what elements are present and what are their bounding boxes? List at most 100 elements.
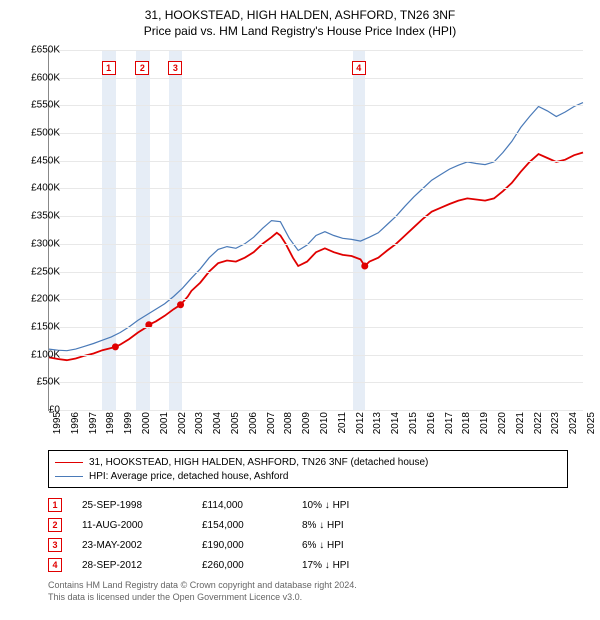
- y-tick-label: £450K: [16, 155, 60, 166]
- gridline-h: [49, 272, 583, 273]
- y-tick-label: £500K: [16, 128, 60, 139]
- x-tick-label: 2019: [479, 412, 490, 442]
- x-tick-label: 1995: [52, 412, 63, 442]
- y-tick-label: £400K: [16, 183, 60, 194]
- x-tick-label: 2013: [372, 412, 383, 442]
- x-tick-label: 2003: [194, 412, 205, 442]
- series-point: [361, 263, 368, 270]
- transaction-row: 3 23-MAY-2002£190,0006% ↓ HPI: [48, 535, 402, 555]
- chart-marker: 3: [168, 61, 182, 75]
- gridline-h: [49, 382, 583, 383]
- footer-line-2: This data is licensed under the Open Gov…: [48, 592, 357, 604]
- transaction-num: 4: [48, 558, 62, 572]
- gridline-h: [49, 327, 583, 328]
- x-tick-label: 2022: [533, 412, 544, 442]
- series-point: [177, 301, 184, 308]
- transaction-num: 1: [48, 498, 62, 512]
- transaction-price: £154,000: [202, 520, 302, 531]
- footer-line-1: Contains HM Land Registry data © Crown c…: [48, 580, 357, 592]
- gridline-h: [49, 50, 583, 51]
- transaction-pct: 8% ↓ HPI: [302, 520, 402, 531]
- legend-row-property: 31, HOOKSTEAD, HIGH HALDEN, ASHFORD, TN2…: [55, 455, 561, 469]
- series-line-property: [49, 153, 583, 361]
- gridline-h: [49, 78, 583, 79]
- x-tick-label: 2025: [586, 412, 597, 442]
- transaction-num: 3: [48, 538, 62, 552]
- gridline-h: [49, 355, 583, 356]
- y-tick-label: £50K: [16, 377, 60, 388]
- y-tick-label: £100K: [16, 349, 60, 360]
- transactions-table: 1 25-SEP-1998£114,00010% ↓ HPI 2 11-AUG-200…: [48, 495, 402, 575]
- legend-label-property: 31, HOOKSTEAD, HIGH HALDEN, ASHFORD, TN2…: [89, 457, 428, 468]
- series-point: [112, 343, 119, 350]
- title-line-2: Price paid vs. HM Land Registry's House …: [0, 24, 600, 40]
- legend-swatch-property: [55, 462, 83, 463]
- chart-plot-area: 1 2 3 4: [48, 50, 583, 411]
- x-tick-label: 2007: [266, 412, 277, 442]
- transaction-date: 25-SEP-1998: [82, 500, 202, 511]
- gridline-h: [49, 410, 583, 411]
- gridline-h: [49, 216, 583, 217]
- x-tick-label: 2009: [301, 412, 312, 442]
- transaction-row: 4 28-SEP-2012£260,00017% ↓ HPI: [48, 555, 402, 575]
- x-tick-label: 2017: [444, 412, 455, 442]
- x-tick-label: 2001: [159, 412, 170, 442]
- transaction-row: 2 11-AUG-2000£154,0008% ↓ HPI: [48, 515, 402, 535]
- x-tick-label: 2020: [497, 412, 508, 442]
- transaction-num: 2: [48, 518, 62, 532]
- x-tick-label: 2010: [319, 412, 330, 442]
- x-tick-label: 1996: [70, 412, 81, 442]
- x-tick-label: 1999: [123, 412, 134, 442]
- gridline-h: [49, 105, 583, 106]
- chart-marker: 2: [135, 61, 149, 75]
- x-tick-label: 2023: [550, 412, 561, 442]
- transaction-price: £260,000: [202, 560, 302, 571]
- transaction-date: 23-MAY-2002: [82, 540, 202, 551]
- legend-box: 31, HOOKSTEAD, HIGH HALDEN, ASHFORD, TN2…: [48, 450, 568, 488]
- gridline-h: [49, 133, 583, 134]
- x-tick-label: 2005: [230, 412, 241, 442]
- legend-label-hpi: HPI: Average price, detached house, Ashf…: [89, 471, 288, 482]
- x-tick-label: 2021: [515, 412, 526, 442]
- gridline-h: [49, 244, 583, 245]
- x-tick-label: 2002: [177, 412, 188, 442]
- chart-svg: [49, 50, 583, 410]
- x-tick-label: 2014: [390, 412, 401, 442]
- transaction-price: £114,000: [202, 500, 302, 511]
- chart-container: 31, HOOKSTEAD, HIGH HALDEN, ASHFORD, TN2…: [0, 0, 600, 620]
- gridline-h: [49, 161, 583, 162]
- x-tick-label: 2011: [337, 412, 348, 442]
- gridline-h: [49, 188, 583, 189]
- chart-marker: 4: [352, 61, 366, 75]
- transaction-price: £190,000: [202, 540, 302, 551]
- x-tick-label: 1997: [88, 412, 99, 442]
- transaction-pct: 17% ↓ HPI: [302, 560, 402, 571]
- y-tick-label: £550K: [16, 100, 60, 111]
- y-tick-label: £250K: [16, 266, 60, 277]
- x-tick-label: 2004: [212, 412, 223, 442]
- x-tick-label: 2006: [248, 412, 259, 442]
- x-tick-label: 1998: [105, 412, 116, 442]
- transaction-row: 1 25-SEP-1998£114,00010% ↓ HPI: [48, 495, 402, 515]
- chart-marker: 1: [102, 61, 116, 75]
- x-tick-label: 2008: [283, 412, 294, 442]
- y-tick-label: £600K: [16, 72, 60, 83]
- x-tick-label: 2000: [141, 412, 152, 442]
- x-tick-label: 2015: [408, 412, 419, 442]
- series-line-hpi: [49, 103, 583, 351]
- transaction-date: 11-AUG-2000: [82, 520, 202, 531]
- x-tick-label: 2016: [426, 412, 437, 442]
- x-tick-label: 2024: [568, 412, 579, 442]
- footer-text: Contains HM Land Registry data © Crown c…: [48, 580, 357, 603]
- transaction-pct: 6% ↓ HPI: [302, 540, 402, 551]
- title-block: 31, HOOKSTEAD, HIGH HALDEN, ASHFORD, TN2…: [0, 0, 600, 39]
- legend-swatch-hpi: [55, 476, 83, 477]
- gridline-h: [49, 299, 583, 300]
- transaction-date: 28-SEP-2012: [82, 560, 202, 571]
- title-line-1: 31, HOOKSTEAD, HIGH HALDEN, ASHFORD, TN2…: [0, 8, 600, 24]
- y-tick-label: £200K: [16, 294, 60, 305]
- y-tick-label: £650K: [16, 45, 60, 56]
- transaction-pct: 10% ↓ HPI: [302, 500, 402, 511]
- legend-row-hpi: HPI: Average price, detached house, Ashf…: [55, 469, 561, 483]
- x-tick-label: 2018: [461, 412, 472, 442]
